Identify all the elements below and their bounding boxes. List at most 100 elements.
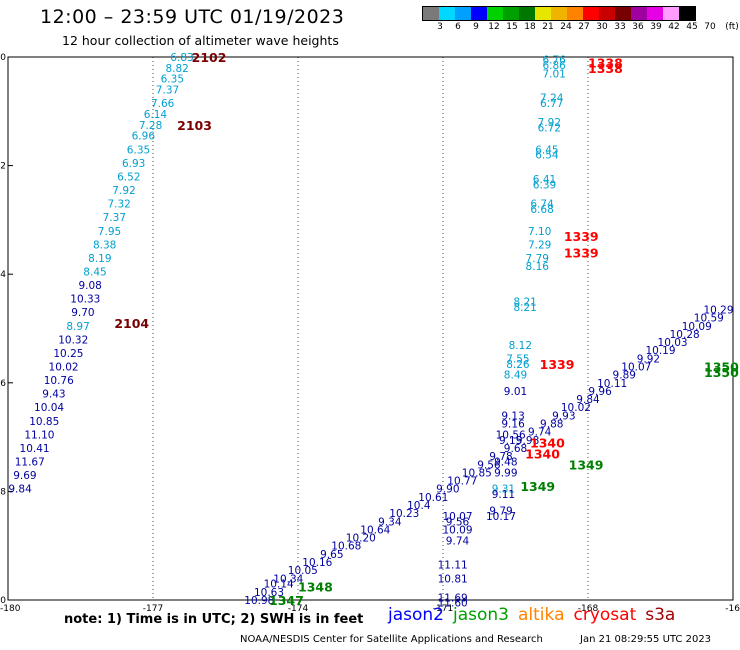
lat-tick-label: -60: [0, 596, 6, 606]
wave-height-label: 9.11: [492, 489, 515, 501]
wave-height-label: 10.63: [254, 587, 284, 599]
wave-height-label: 9.88: [540, 419, 563, 431]
satellite-legend: jason2 jason3 altika cryosat s3a: [388, 605, 684, 625]
wave-height-label: 10.02: [561, 402, 591, 414]
map-grid: [7, 56, 734, 601]
wave-height-label: 10.32: [58, 334, 88, 346]
wave-height-label: 6.41: [533, 174, 556, 186]
pass-time-label: 1339: [564, 229, 599, 244]
colorbar-label: 39: [650, 22, 662, 32]
wave-height-label: 6.86: [542, 60, 566, 72]
legend-item-jason3: jason3: [453, 605, 509, 625]
pass-time-label: 1340: [525, 446, 560, 461]
pass-time-label: 1350: [704, 365, 739, 380]
wave-height-label: 7.66: [151, 98, 175, 110]
wave-height-label: 10.41: [20, 443, 50, 455]
wave-height-label: 7.28: [139, 120, 162, 132]
wave-height-label: 10.68: [331, 541, 361, 553]
wave-height-label: 9.65: [320, 549, 343, 561]
colorbar: 3 6 9 12 15 18 21 24 27 30 33 36 39 42 45 70 (ft): [422, 6, 739, 33]
wave-height-label: 6.93: [122, 158, 145, 170]
colorbar-labels: 3 6 9 12 15 18 21 24 27 30 33 36 39 42 45 70 (ft): [422, 21, 739, 33]
wave-height-label: 10.03: [658, 337, 688, 349]
wave-height-label: 9.98: [516, 435, 539, 447]
wave-height-label: 9.93: [552, 410, 575, 422]
map-tick-labels: -180 -177 -174 -171 -168 -16 -50 -52 -54 -56 -58 -6…: [0, 53, 740, 614]
pass-time-label: 1350: [704, 360, 739, 375]
colorbar-swatch: [423, 7, 439, 20]
pass-time-label: 1348: [298, 579, 333, 594]
wave-height-label: 9.96: [588, 386, 612, 398]
wave-height-label: 9.16: [501, 419, 525, 431]
wave-height-label: 7.55: [506, 353, 529, 365]
wave-height-label: 8.16: [526, 261, 550, 273]
colorbar-swatch: [631, 7, 647, 20]
wave-height-label: 8.12: [509, 340, 532, 352]
wave-height-label: 10.29: [703, 304, 733, 316]
lon-tick-label: -168: [578, 604, 599, 614]
page-subtitle: 12 hour collection of altimeter wave hei…: [62, 33, 339, 48]
wave-height-label: 6.35: [127, 144, 150, 156]
colorbar-label: 45: [686, 22, 698, 32]
wave-height-label: 7.92: [538, 117, 561, 129]
wave-height-label: 9.13: [501, 410, 524, 422]
pass-time-label: 2104: [114, 316, 149, 331]
pass-time-label: 1338: [588, 55, 623, 70]
pass-time-labels: 2102210321041338133813391339133913401340…: [114, 50, 739, 608]
wave-height-label: 7.92: [112, 185, 135, 197]
wave-height-label: 7.29: [528, 239, 551, 251]
lat-tick-label: -54: [0, 270, 6, 280]
pass-time-label: 2102: [192, 50, 227, 65]
colorbar-label: 36: [632, 22, 644, 32]
footnote: note: 1) Time is in UTC; 2) SWH is in fe…: [64, 612, 364, 627]
colorbar-swatches: [422, 6, 696, 21]
wave-height-label: 8.26: [506, 359, 530, 371]
wave-height-label: 10.59: [694, 313, 724, 325]
wave-height-label: 6.74: [530, 199, 554, 211]
lon-tick-label: -171: [433, 604, 453, 614]
wave-height-label: 6.35: [161, 74, 184, 86]
wave-height-label: 10.98: [244, 595, 274, 607]
colorbar-label: 9: [473, 22, 479, 32]
wave-height-label: 11.67: [15, 457, 45, 469]
wave-height-label: 8.21: [513, 302, 536, 314]
legend-item-s3a: s3a: [645, 605, 676, 625]
wave-height-label: 8.49: [504, 370, 527, 382]
wave-height-values: 6.838.826.357.377.666.147.286.966.356.93…: [8, 52, 733, 610]
wave-height-label: 10.02: [49, 362, 79, 374]
lon-tick-label: -177: [143, 604, 163, 614]
colorbar-label: 24: [560, 22, 572, 32]
wave-height-label: 9.08: [78, 280, 101, 292]
wave-height-label: 6.54: [535, 150, 559, 162]
wave-height-label: 8.45: [83, 266, 106, 278]
wave-height-label: 6.72: [538, 123, 561, 135]
wave-height-label: 9.78: [489, 451, 512, 463]
wave-height-label: 9.43: [42, 389, 65, 401]
wave-height-label: 9.48: [494, 457, 517, 469]
wave-height-label: 10.81: [438, 573, 468, 585]
wave-height-label: 6.39: [533, 180, 556, 192]
colorbar-swatch: [599, 7, 615, 20]
map-frame: [7, 56, 734, 601]
wave-height-label: 10.85: [462, 467, 492, 479]
legend-item-jason2: jason2: [388, 605, 444, 625]
wave-height-label: 6.68: [530, 204, 553, 216]
wave-height-label: 6.45: [535, 144, 558, 156]
colorbar-swatch: [503, 7, 519, 20]
colorbar-label: 21: [542, 22, 554, 32]
wave-height-label: 7.24: [540, 93, 564, 105]
wave-height-label: 10.05: [288, 565, 318, 577]
wave-height-label: 6.14: [144, 109, 168, 121]
wave-height-label: 9.68: [504, 443, 527, 455]
wave-height-label: 9.15: [499, 435, 522, 447]
wave-height-label: 9.74: [528, 427, 552, 439]
wave-height-label: 11.11: [438, 560, 468, 572]
wave-height-label: 10.09: [682, 321, 712, 333]
colorbar-swatch: [455, 7, 471, 20]
pass-time-label: 1347: [269, 593, 304, 608]
colorbar-label: 30: [596, 22, 608, 32]
wave-height-label: 10.28: [670, 329, 700, 341]
wave-height-label: 10.4: [407, 500, 431, 512]
lat-tick-label: -56: [0, 379, 6, 389]
wave-height-label: 9.99: [494, 467, 517, 479]
